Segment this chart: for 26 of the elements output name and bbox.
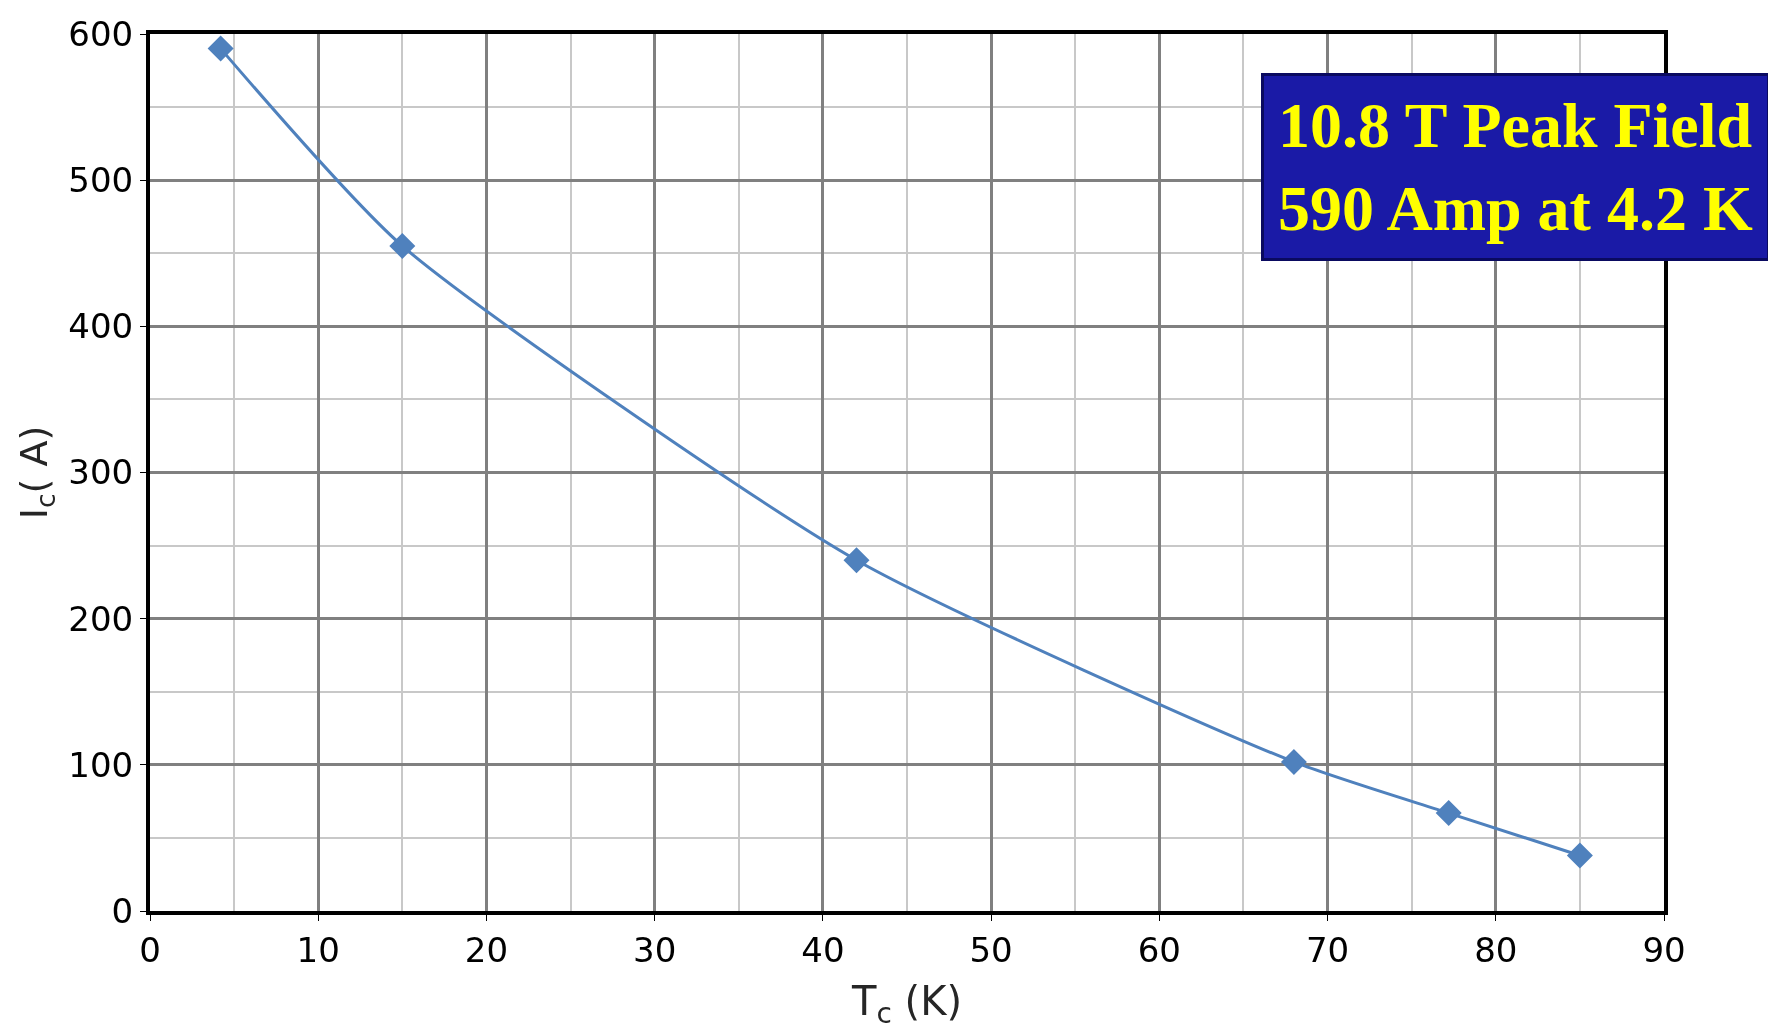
- x-tick-label: 80: [1474, 929, 1518, 970]
- x-tick-label: 0: [139, 929, 161, 970]
- y-tick-label: 0: [111, 890, 134, 931]
- annotation: 590 Amp at 4.2 K: [1278, 173, 1753, 245]
- x-tick-label: 70: [1305, 929, 1350, 970]
- y-tick-label: 400: [68, 306, 134, 347]
- point: [843, 547, 870, 574]
- y-tick-label: 200: [68, 598, 134, 639]
- y-tick-label: 100: [68, 744, 134, 785]
- y-tick-label: 500: [68, 160, 134, 201]
- point: [389, 232, 416, 259]
- point: [1566, 842, 1593, 869]
- x-tick-label: 30: [633, 929, 677, 970]
- x-tick-label: 10: [296, 929, 340, 970]
- x-axis-title: T$_{c}$ (K): [851, 977, 962, 1030]
- annotation: 10.8 T Peak Field: [1278, 90, 1753, 161]
- point: [1435, 800, 1462, 827]
- point: [207, 35, 234, 62]
- point: [1280, 748, 1307, 775]
- x-tick-label: 40: [801, 929, 845, 970]
- x-tick-label: 50: [969, 929, 1013, 970]
- y-tick-label: 300: [68, 452, 134, 493]
- x-tick-label: 90: [1642, 929, 1686, 970]
- x-tick-label: 20: [464, 929, 509, 970]
- x-tick-label: 60: [1137, 929, 1181, 970]
- y-tick-label: 600: [68, 13, 134, 54]
